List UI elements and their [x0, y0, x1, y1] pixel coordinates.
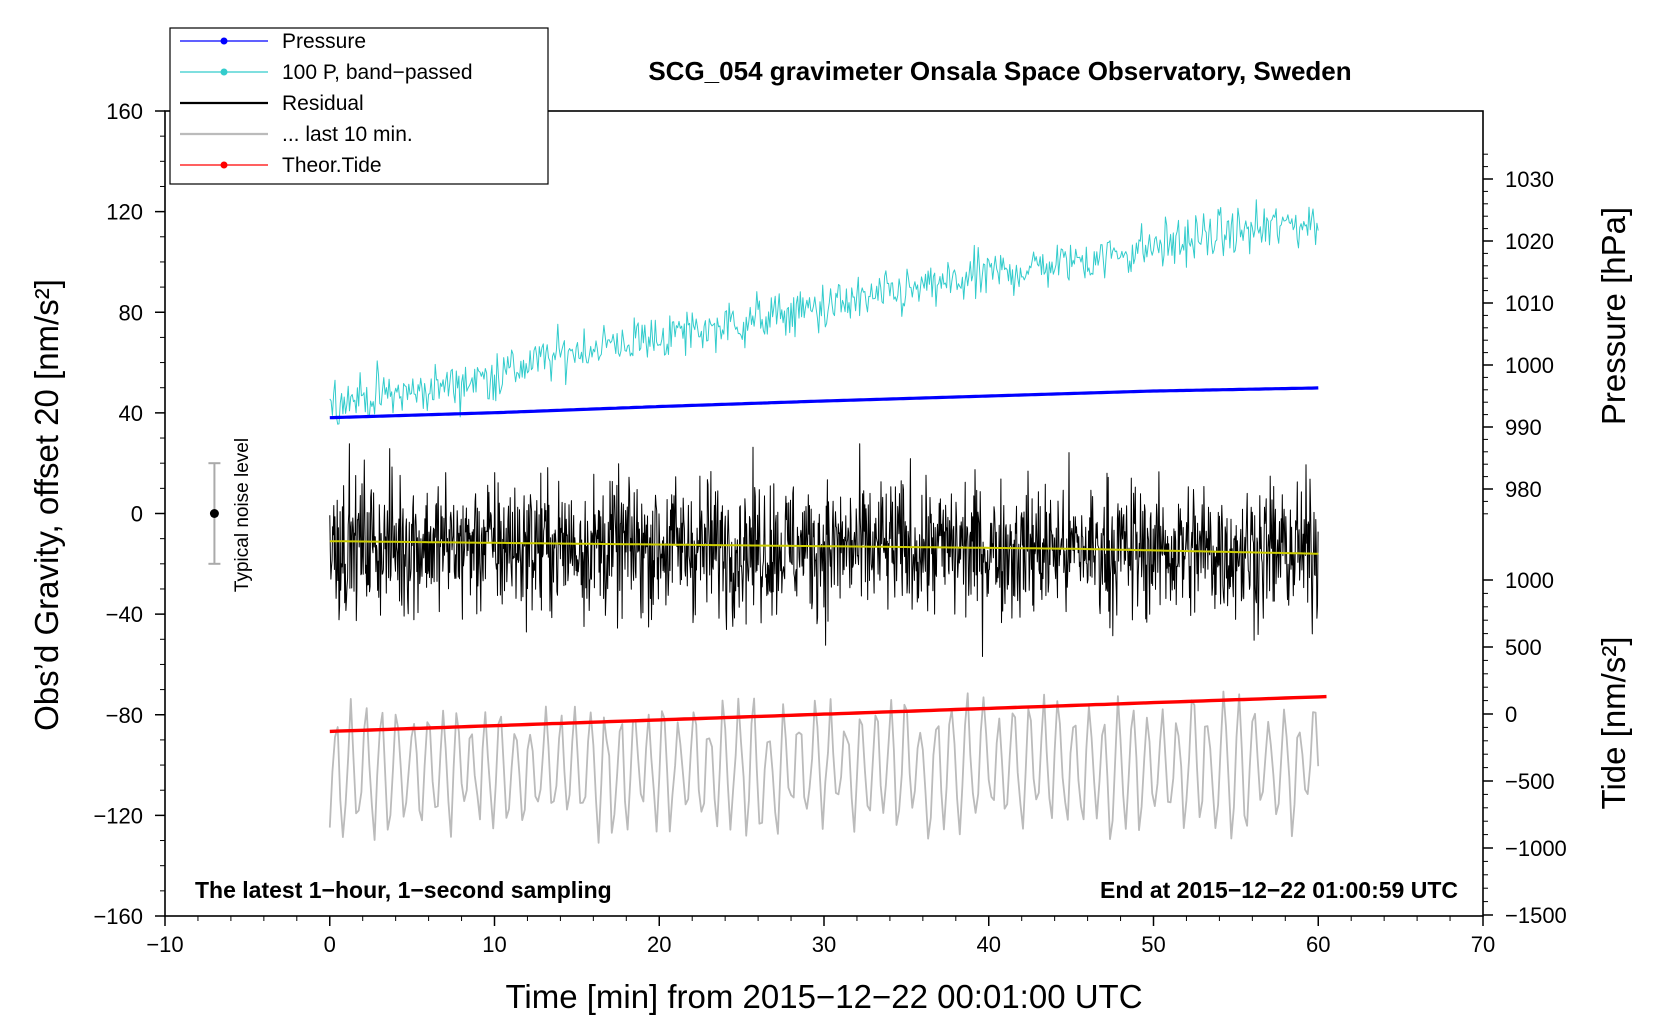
legend-box — [169, 27, 549, 185]
tide-tick-label: −1500 — [1505, 903, 1567, 928]
tide-axis-title: Tide [nm/s²] — [1595, 637, 1632, 810]
noise-level-label: Typical noise level — [232, 438, 253, 592]
y-tick-label: 160 — [106, 99, 143, 124]
end-time-annotation: End at 2015−12−22 01:00:59 UTC — [1100, 877, 1458, 903]
series-residual-smoothed-line — [329, 540, 1319, 555]
x-tick-label: 40 — [977, 932, 1001, 957]
pressure-axis-title: Pressure [hPa] — [1595, 207, 1632, 425]
tide-tick-label: 500 — [1505, 635, 1542, 660]
series-100-p-band-passed-line — [329, 199, 1319, 425]
x-axis-title: Time [min] from 2015−12−22 00:01:00 UTC — [505, 978, 1142, 1015]
x-tick-label: 70 — [1471, 932, 1495, 957]
tide-tick-label: 0 — [1505, 702, 1517, 727]
legend-theor-tide-label: Theor.Tide — [282, 154, 382, 177]
axes-layer: −10 0 10 20 30 40 50 60 7016012080400−40−80−120−… — [93, 99, 1566, 957]
noise-bar-point — [209, 509, 219, 518]
legend-theor-tide-marker — [220, 161, 228, 169]
y-tick-label: −40 — [106, 602, 143, 627]
pressure-tick-label: 1020 — [1505, 229, 1554, 254]
y-tick-label: 120 — [106, 200, 143, 225]
legend-100-p-band-passed-label: 100 P, band−passed — [282, 61, 473, 84]
x-tick-label: 10 — [482, 932, 506, 957]
x-tick-label: −10 — [146, 932, 183, 957]
y-tick-label: −160 — [93, 904, 143, 929]
legend-100-p-band-passed-marker — [220, 68, 228, 76]
y-tick-label: −80 — [106, 703, 143, 728]
series-residual-line — [329, 443, 1319, 657]
legend: Pressure 100 P, band−passed Residual ... la… — [169, 27, 549, 185]
legend-residual-label: Residual — [282, 92, 364, 115]
x-tick-label: 0 — [324, 932, 336, 957]
tide-tick-label: −500 — [1505, 769, 1555, 794]
series-layer — [208, 199, 1327, 844]
series-theor-tide-line — [329, 694, 1327, 734]
pressure-tick-label: 980 — [1505, 477, 1542, 502]
legend-last-10-min-label: ... last 10 min. — [282, 123, 413, 146]
y-tick-label: 40 — [119, 401, 143, 426]
y-tick-label: 80 — [119, 300, 143, 325]
chart-title: SCG_054 gravimeter Onsala Space Observat… — [648, 56, 1351, 86]
pressure-tick-label: 990 — [1505, 415, 1542, 440]
legend-pressure-marker — [220, 37, 228, 45]
pressure-tick-label: 1010 — [1505, 291, 1554, 316]
pressure-tick-label: 1000 — [1505, 353, 1554, 378]
tide-tick-label: 1000 — [1505, 568, 1554, 593]
x-tick-label: 50 — [1141, 932, 1165, 957]
legend-pressure-label: Pressure — [282, 30, 366, 53]
y-tick-label: −120 — [93, 803, 143, 828]
y-axis-title: Obs’d Gravity, offset 20 [nm/s²] — [28, 279, 65, 731]
x-tick-label: 60 — [1306, 932, 1330, 957]
y-tick-label: 0 — [131, 502, 143, 527]
series-pressure-line — [329, 386, 1319, 420]
sampling-annotation: The latest 1−hour, 1−second sampling — [195, 877, 612, 903]
x-tick-label: 30 — [812, 932, 836, 957]
x-tick-label: 20 — [647, 932, 671, 957]
tide-tick-label: −1000 — [1505, 836, 1567, 861]
pressure-tick-label: 1030 — [1505, 167, 1554, 192]
series-last-10-min-line — [328, 690, 1320, 844]
